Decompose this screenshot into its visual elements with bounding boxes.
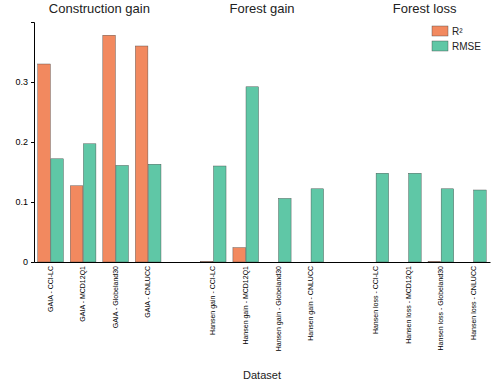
bar: [38, 64, 51, 262]
bar: [376, 173, 389, 262]
bar: [103, 35, 116, 262]
bar: [461, 262, 474, 263]
bar: [298, 262, 311, 263]
group-label: Construction gain: [49, 1, 150, 16]
x-axis: GAIA - CCI-LC GAIA - MCD12Q1 GAIA - Globel…: [35, 263, 491, 352]
x-tick-label: Hansen loss - Globeland30: [437, 266, 444, 351]
y-tick-mark: [31, 82, 34, 83]
bar: [148, 164, 161, 262]
legend-swatch: [432, 41, 448, 51]
group-label: Forest gain: [229, 1, 294, 16]
x-tick: Hansen gain - CNLUCC: [307, 266, 315, 341]
y-tick-label: 0: [23, 257, 28, 267]
x-tick: GAIA - CNLUCC: [144, 266, 151, 318]
x-axis-title: Dataset: [243, 369, 281, 381]
x-tick-label: Hansen loss - CCI-LC: [372, 266, 379, 334]
bar: [135, 46, 148, 262]
y-tick: 0.2: [15, 137, 34, 147]
bars: [38, 35, 486, 262]
legend-label: RMSE: [452, 41, 481, 52]
bar: [396, 262, 409, 263]
x-tick: GAIA - MCD12Q1: [79, 266, 87, 322]
bar: [265, 262, 278, 263]
x-tick-label: Hansen gain - CNLUCC: [307, 266, 315, 341]
x-tick: Hansen loss - CNLUCC: [470, 266, 477, 340]
y-tick: 0.3: [15, 77, 34, 87]
bar: [116, 165, 129, 262]
bar: [51, 159, 64, 262]
x-tick-label: GAIA - MCD12Q1: [79, 266, 87, 322]
bar: [213, 166, 226, 262]
x-tick: Hansen gain - Globeland30: [275, 266, 283, 351]
x-tick: Hansen gain - CCI-LC: [209, 266, 217, 335]
bar: [363, 262, 376, 263]
y-tick-mark: [31, 262, 34, 263]
x-axis-line: [35, 262, 491, 263]
group-label: Forest loss: [393, 1, 457, 16]
x-tick-label: Hansen gain - MCD12Q1: [242, 266, 250, 345]
bar: [409, 173, 422, 262]
bar: [279, 198, 292, 262]
x-tick-label: GAIA - Globeland30: [112, 266, 119, 328]
x-tick: Hansen loss - CCI-LC: [372, 266, 379, 334]
x-tick-label: GAIA - CCI-LC: [47, 266, 54, 312]
y-tick: 0.1: [15, 197, 34, 207]
bar: [233, 248, 246, 262]
y-axis: 0 0.1 0.2 0.3: [15, 23, 34, 268]
legend-label: R²: [452, 26, 463, 37]
chart: 00.10.20.3GAIA - CCI-LCGAIA - MCD12Q1GAI…: [0, 0, 500, 385]
x-tick-label: GAIA - CNLUCC: [144, 266, 151, 318]
x-tick-label: Hansen loss - MCD12Q1: [405, 266, 413, 344]
x-tick-label: Hansen gain - CCI-LC: [209, 266, 217, 335]
x-tick: Hansen loss - MCD12Q1: [405, 266, 413, 344]
bar: [246, 87, 259, 262]
legend-swatch: [432, 26, 448, 36]
x-tick: Hansen gain - MCD12Q1: [242, 266, 250, 345]
y-tick-mark: [31, 202, 34, 203]
y-tick-label: 0.1: [15, 197, 28, 207]
y-tick-label: 0.2: [15, 137, 28, 147]
bar: [83, 144, 96, 262]
bar: [474, 190, 487, 262]
x-tick-label: Hansen gain - Globeland30: [275, 266, 283, 351]
x-tick-label: Hansen loss - CNLUCC: [470, 266, 477, 340]
bar: [441, 189, 454, 262]
bar: [200, 261, 213, 262]
y-tick-label: 0.3: [15, 77, 28, 87]
x-tick: GAIA - CCI-LC: [47, 266, 54, 312]
bar: [70, 186, 83, 262]
y-tick-mark: [31, 142, 34, 143]
y-tick: 0: [23, 257, 34, 267]
x-tick: GAIA - Globeland30: [112, 266, 119, 328]
bar: [428, 261, 441, 262]
legend: R² RMSE: [432, 26, 481, 52]
y-axis-line: [31, 23, 35, 263]
bar: [311, 189, 324, 262]
x-tick: Hansen loss - Globeland30: [437, 266, 444, 351]
